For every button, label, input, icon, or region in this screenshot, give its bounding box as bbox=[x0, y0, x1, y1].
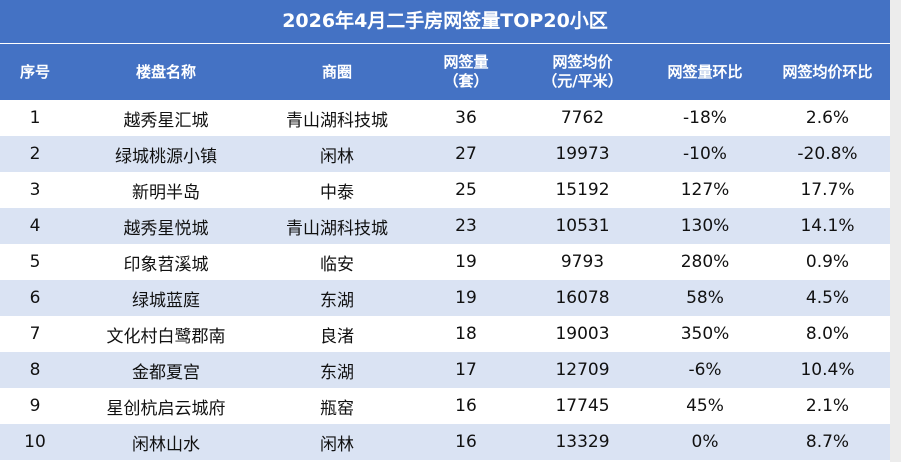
header-line: （元/平米） bbox=[542, 72, 623, 90]
table-cell: 新明半岛 bbox=[132, 182, 200, 203]
table-cell: 9793 bbox=[560, 252, 605, 272]
header-cell: 网签量环比 bbox=[645, 44, 765, 100]
table-cell: 27 bbox=[412, 136, 520, 172]
table-row: 7 文化村白鹭郡南 良渚 18 19003 350% 8.0% bbox=[0, 316, 890, 352]
table-cell: 15192 bbox=[555, 180, 610, 200]
table-cell: 18 bbox=[455, 324, 477, 344]
header-line: （套） bbox=[443, 72, 489, 90]
table-cell: 25 bbox=[455, 180, 477, 200]
table-row: 5 印象苕溪城 临安 19 9793 280% 0.9% bbox=[0, 244, 890, 280]
table-cell: -20.8% bbox=[765, 136, 890, 172]
table-cell: 8.0% bbox=[805, 324, 850, 344]
header-cell: 商圈 bbox=[262, 44, 412, 100]
table-cell: 0% bbox=[645, 424, 765, 460]
table-cell: 19 bbox=[412, 280, 520, 316]
table-cell: 中泰 bbox=[320, 182, 354, 203]
table-cell: 绿城蓝庭 bbox=[70, 280, 262, 316]
table-cell: 临安 bbox=[320, 254, 354, 275]
table-cell: 16078 bbox=[520, 280, 645, 316]
table-title: 2026年4月二手房网签量TOP20小区 bbox=[0, 0, 890, 44]
table-cell: 闲林山水 bbox=[70, 424, 262, 460]
table-cell: 瓶窑 bbox=[320, 398, 354, 419]
header-line: 网签量 bbox=[443, 53, 489, 71]
table-cell: 印象苕溪城 bbox=[123, 254, 209, 275]
table-cell: 2.6% bbox=[805, 108, 850, 128]
table-cell: 36 bbox=[455, 108, 477, 128]
table-cell: 绿城桃源小镇 bbox=[70, 136, 262, 172]
table-cell: 280% bbox=[680, 252, 730, 272]
table-row: 4 越秀星悦城 青山湖科技城 23 10531 130% 14.1% bbox=[0, 208, 890, 244]
header-cell: 网签量 （套） bbox=[412, 44, 520, 100]
table-cell: 17745 bbox=[555, 396, 610, 416]
table-cell: 19 bbox=[455, 252, 477, 272]
table-cell: 东湖 bbox=[262, 280, 412, 316]
table-cell: 良渚 bbox=[320, 326, 354, 347]
table-cell: 16 bbox=[455, 396, 477, 416]
table-row: 10 闲林山水 闲林 16 13329 0% 8.7% bbox=[0, 424, 890, 460]
table-cell: 4 bbox=[0, 208, 70, 244]
header-row: 序号 楼盘名称 商圈 网签量 （套） 网签均价 （元/平米） 网签量环比 网签均价环比 bbox=[0, 44, 890, 100]
table-cell: 58% bbox=[645, 280, 765, 316]
table-cell: 越秀星汇城 bbox=[123, 110, 209, 131]
table-row: 3 新明半岛 中泰 25 15192 127% 17.7% bbox=[0, 172, 890, 208]
table-cell: 16 bbox=[412, 424, 520, 460]
table-cell: 19973 bbox=[520, 136, 645, 172]
header-cell: 楼盘名称 bbox=[70, 44, 262, 100]
table-row: 8 金都夏宫 东湖 17 12709 -6% 10.4% bbox=[0, 352, 890, 388]
table-cell: 1 bbox=[29, 108, 41, 128]
table-cell: -18% bbox=[683, 108, 727, 128]
table-row: 6 绿城蓝庭 东湖 19 16078 58% 4.5% bbox=[0, 280, 890, 316]
table-cell: 8 bbox=[0, 352, 70, 388]
table-cell: 19003 bbox=[555, 324, 610, 344]
table-cell: 0.9% bbox=[805, 252, 850, 272]
table-cell: 10531 bbox=[520, 208, 645, 244]
table-cell: 8.7% bbox=[765, 424, 890, 460]
table-cell: 金都夏宫 bbox=[70, 352, 262, 388]
table-cell: 13329 bbox=[520, 424, 645, 460]
table-cell: 130% bbox=[645, 208, 765, 244]
table-cell: 2 bbox=[0, 136, 70, 172]
table-cell: 青山湖科技城 bbox=[286, 110, 388, 131]
table-cell: 23 bbox=[412, 208, 520, 244]
table-cell: 文化村白鹭郡南 bbox=[106, 326, 226, 347]
table-cell: 越秀星悦城 bbox=[70, 208, 262, 244]
table-cell: -6% bbox=[645, 352, 765, 388]
table-cell: 45% bbox=[686, 396, 724, 416]
header-cell: 网签均价环比 bbox=[765, 44, 890, 100]
table-row: 1 越秀星汇城 青山湖科技城 36 7762 -18% 2.6% bbox=[0, 100, 890, 136]
table-cell: 4.5% bbox=[765, 280, 890, 316]
table-cell: 14.1% bbox=[765, 208, 890, 244]
table-cell: 闲林 bbox=[262, 424, 412, 460]
table-cell: 5 bbox=[29, 252, 41, 272]
table-cell: 9 bbox=[29, 396, 41, 416]
table-cell: 127% bbox=[680, 180, 730, 200]
table-cell: 3 bbox=[29, 180, 41, 200]
table-cell: 7 bbox=[29, 324, 41, 344]
table-cell: -10% bbox=[645, 136, 765, 172]
header-cell: 序号 bbox=[0, 44, 70, 100]
header-line: 网签均价 bbox=[552, 53, 613, 71]
table-cell: 10.4% bbox=[765, 352, 890, 388]
table-cell: 6 bbox=[0, 280, 70, 316]
table-row: 2 绿城桃源小镇 闲林 27 19973 -10% -20.8% bbox=[0, 136, 890, 172]
table-cell: 12709 bbox=[520, 352, 645, 388]
table-cell: 星创杭启云城府 bbox=[106, 398, 226, 419]
header-cell: 网签均价 （元/平米） bbox=[520, 44, 645, 100]
data-table: 序号 楼盘名称 商圈 网签量 （套） 网签均价 （元/平米） 网签量环比 网签均价环比 1 越秀星… bbox=[0, 44, 890, 460]
table-cell: 17 bbox=[412, 352, 520, 388]
table-cell: 闲林 bbox=[262, 136, 412, 172]
table-cell: 7762 bbox=[560, 108, 605, 128]
table-cell: 17.7% bbox=[800, 180, 855, 200]
table-cell: 东湖 bbox=[262, 352, 412, 388]
table-cell: 350% bbox=[680, 324, 730, 344]
table-row: 9 星创杭启云城府 瓶窑 16 17745 45% 2.1% bbox=[0, 388, 890, 424]
table-cell: 青山湖科技城 bbox=[262, 208, 412, 244]
table-cell: 10 bbox=[0, 424, 70, 460]
table-cell: 2.1% bbox=[805, 396, 850, 416]
